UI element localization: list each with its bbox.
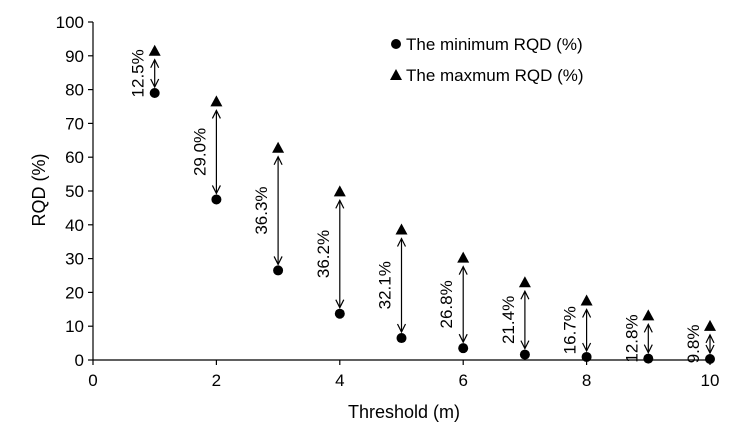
y-tick-label: 80 — [65, 81, 84, 100]
difference-label: 16.7% — [561, 306, 580, 354]
interval-arrow-up — [705, 333, 715, 344]
max-rqd-point — [642, 309, 655, 321]
interval-arrow-down — [396, 323, 407, 334]
interval-arrow-down — [458, 333, 468, 344]
interval-arrow-up — [396, 237, 407, 247]
min-rqd-point — [643, 353, 654, 364]
x-tick-label: 8 — [582, 371, 591, 390]
x-tick-label: 4 — [335, 371, 344, 390]
x-ticks: 0 2 4 6 8 10 — [88, 360, 719, 390]
difference-labels: 12.5% 29.0% 36.3% 36.2% 32.1% 26.8% 21.4% 16.7%… — [129, 49, 703, 363]
interval-arrow-down — [150, 78, 160, 89]
difference-label: 36.3% — [252, 186, 271, 234]
interval-arrow-up — [273, 155, 283, 166]
max-rqd-point — [333, 185, 346, 197]
y-axis-title: RQD (%) — [29, 154, 49, 227]
interval-arrow-up — [211, 109, 221, 119]
y-tick-label: 60 — [65, 148, 84, 167]
max-rqd-markers — [148, 44, 716, 331]
y-tick-label: 100 — [56, 13, 84, 32]
difference-label: 29.0% — [190, 128, 209, 176]
min-rqd-point — [581, 351, 592, 362]
difference-label: 26.8% — [437, 280, 456, 328]
interval-arrow-down — [520, 340, 530, 350]
min-rqd-point — [396, 333, 407, 344]
x-axis-title: Threshold (m) — [348, 402, 460, 422]
difference-label: 12.8% — [622, 314, 641, 362]
difference-label: 32.1% — [376, 261, 395, 309]
max-rqd-point — [704, 319, 716, 331]
max-rqd-point — [272, 141, 285, 153]
y-tick-label: 40 — [65, 216, 84, 235]
legend-max-label: The maxmum RQD (%) — [406, 66, 584, 85]
max-rqd-point — [395, 223, 408, 235]
interval-arrow-down — [273, 256, 283, 266]
rqd-intervals — [150, 58, 715, 355]
interval-arrow-up — [582, 308, 592, 318]
difference-label: 9.8% — [684, 325, 703, 364]
min-rqd-point — [458, 343, 469, 354]
min-rqd-point — [334, 308, 345, 319]
min-rqd-markers — [149, 87, 715, 364]
max-rqd-point — [457, 251, 470, 263]
x-tick-label: 2 — [212, 371, 221, 390]
y-tick-label: 30 — [65, 250, 84, 269]
interval-arrow-down — [705, 344, 715, 355]
y-tick-label: 0 — [75, 351, 84, 370]
x-tick-label: 10 — [701, 371, 720, 390]
max-rqd-point — [580, 294, 593, 306]
min-rqd-point — [149, 87, 160, 98]
interval-arrow-up — [643, 323, 653, 333]
interval-arrow-down — [335, 299, 345, 310]
y-tick-label: 90 — [65, 47, 84, 66]
y-tick-label: 10 — [65, 317, 84, 336]
y-tick-label: 50 — [65, 182, 84, 201]
legend-min-marker — [391, 39, 401, 49]
interval-arrow-up — [335, 198, 345, 209]
x-tick-label: 6 — [458, 371, 467, 390]
y-tick-label: 70 — [65, 114, 84, 133]
interval-arrow-down — [211, 185, 221, 195]
interval-arrow-up — [150, 58, 160, 68]
difference-label: 21.4% — [499, 296, 518, 344]
legend-min-label: The minimum RQD (%) — [406, 35, 583, 54]
difference-label: 12.5% — [129, 49, 148, 97]
legend: The minimum RQD (%) The maxmum RQD (%) — [390, 35, 584, 85]
legend-max-marker — [390, 69, 402, 80]
min-rqd-point — [519, 349, 530, 360]
x-tick-label: 0 — [88, 371, 97, 390]
interval-arrow-up — [520, 289, 530, 300]
interval-arrow-down — [582, 342, 592, 353]
max-rqd-point — [210, 95, 223, 107]
difference-label: 36.2% — [314, 230, 333, 278]
max-rqd-point — [148, 44, 161, 56]
interval-arrow-down — [643, 344, 653, 354]
min-rqd-point — [705, 353, 715, 364]
y-tick-label: 20 — [65, 283, 84, 302]
min-rqd-point — [211, 194, 222, 205]
max-rqd-point — [518, 276, 531, 288]
min-rqd-point — [273, 265, 284, 276]
interval-arrow-up — [458, 265, 468, 275]
y-ticks: 0 10 20 30 40 50 60 70 80 90 100 — [56, 13, 93, 370]
